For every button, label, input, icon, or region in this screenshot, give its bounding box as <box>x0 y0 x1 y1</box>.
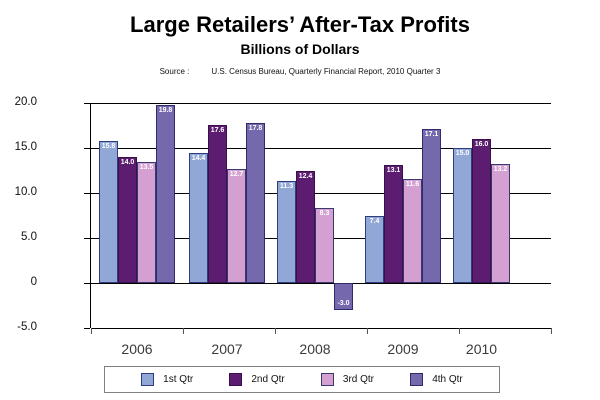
legend: 1st Qtr 2nd Qtr 3rd Qtr 4th Qtr <box>104 366 500 393</box>
y-axis-tick-label: -5.0 <box>17 321 37 333</box>
y-axis-tick <box>84 193 90 194</box>
bar-value-label: 14.4 <box>191 155 206 163</box>
bar-value-label: 17.6 <box>210 126 225 134</box>
x-axis-tick <box>459 328 460 334</box>
bar-value-label: 11.6 <box>405 180 420 188</box>
legend-swatch-4th-qtr <box>410 373 424 386</box>
bar-value-label: 13.1 <box>386 167 401 175</box>
bar-2007-4th-qtr: 17.8 <box>246 122 265 283</box>
legend-label: 3rd Qtr <box>342 374 375 385</box>
bar-2006-2nd-qtr: 14.0 <box>118 157 137 283</box>
x-axis-tick <box>551 328 552 334</box>
legend-label: 1st Qtr <box>163 374 194 385</box>
bar-value-label: 16.0 <box>474 141 489 148</box>
legend-item-4th-qtr: 4th Qtr <box>410 373 463 386</box>
bar-2008-1st-qtr: 11.3 <box>277 181 296 283</box>
bar-value-label: 17.8 <box>248 124 263 132</box>
x-axis-tick <box>275 328 276 334</box>
bar-2006-1st-qtr: 15.8 <box>99 140 118 283</box>
bar-2007-3rd-qtr: 12.7 <box>227 168 246 283</box>
bar-value-label: -3.0 <box>337 300 350 307</box>
bar-2009-3rd-qtr: 11.6 <box>403 178 422 283</box>
bar-2006-4th-qtr: 19.8 <box>156 104 175 283</box>
legend-swatch-3rd-qtr <box>320 373 334 386</box>
x-axis-label-2008: 2008 <box>299 341 331 357</box>
bar-value-label: 12.7 <box>229 170 244 178</box>
x-axis-label-2007: 2007 <box>211 341 243 357</box>
y-axis-tick-label: 20.0 <box>14 96 37 108</box>
gridline-0 <box>91 283 551 284</box>
y-axis-tick-label: 15.0 <box>14 141 37 153</box>
bar-2009-4th-qtr: 17.1 <box>422 129 441 283</box>
gridline-20.0 <box>91 103 551 104</box>
chart-plot: 20.0 15.0 10.0 5.0 0 -5.0 15.8 14.0 13.5 19.8 2006… <box>15 96 552 357</box>
y-axis-tick <box>84 148 90 149</box>
bar-value-label: 19.8 <box>158 106 173 114</box>
source-line: Source : U.S. Census Bureau, Quarterly Fi… <box>0 67 600 76</box>
bar-2007-2nd-qtr: 17.6 <box>208 124 227 283</box>
legend-item-2nd-qtr: 2nd Qtr <box>229 373 285 386</box>
bar-2009-1st-qtr: 7.4 <box>365 216 384 283</box>
legend-item-3rd-qtr: 3rd Qtr <box>320 373 375 386</box>
bar-2006-3rd-qtr: 13.5 <box>137 161 156 283</box>
bar-2008-4th-qtr: -3.0 <box>334 283 353 310</box>
y-axis-tick-label: 5.0 <box>21 231 37 243</box>
x-axis-label-2006: 2006 <box>121 341 153 357</box>
legend-label: 4th Qtr <box>432 374 463 385</box>
bar-value-label: 15.8 <box>101 142 116 150</box>
bar-value-label: 15.0 <box>455 150 470 157</box>
bar-2008-3rd-qtr: 8.3 <box>315 208 334 283</box>
legend-item-1st-qtr: 1st Qtr <box>141 373 193 386</box>
bar-value-label: 17.1 <box>424 131 439 139</box>
y-axis-tick-label: 0 <box>30 276 37 288</box>
bar-2010-2nd-qtr: 16.0 <box>472 139 491 283</box>
bar-value-label: 12.4 <box>298 173 313 181</box>
y-axis-tick <box>84 283 90 284</box>
bar-2009-2nd-qtr: 13.1 <box>384 165 403 283</box>
y-axis-tick <box>84 238 90 239</box>
x-axis-tick <box>183 328 184 334</box>
y-axis-tick-label: 10.0 <box>14 186 37 198</box>
chart-subtitle: Billions of Dollars <box>240 41 360 57</box>
x-axis-label-2009: 2009 <box>387 341 419 357</box>
bar-value-label: 11.3 <box>279 183 294 191</box>
legend-swatch-1st-qtr <box>141 373 155 386</box>
x-axis-tick <box>367 328 368 334</box>
y-axis-tick <box>84 328 90 329</box>
bar-2007-1st-qtr: 14.4 <box>189 153 208 283</box>
bar-value-label: 13.5 <box>139 163 154 171</box>
bar-2010-1st-qtr: 15.0 <box>453 148 472 283</box>
x-axis-tick <box>91 328 92 334</box>
gridline-10.0 <box>91 193 551 194</box>
source-text: U.S. Census Bureau, Quarterly Financial … <box>211 67 441 76</box>
gridline--5.0 <box>91 328 551 329</box>
bar-value-label: 13.2 <box>493 166 508 174</box>
bar-value-label: 7.4 <box>369 218 380 226</box>
chart-title: Large Retailers’ After-Tax Profits <box>130 12 470 37</box>
bar-value-label: 14.0 <box>120 159 135 166</box>
legend-swatch-2nd-qtr <box>229 373 243 386</box>
legend-label: 2nd Qtr <box>251 374 285 385</box>
gridline-15.0 <box>91 148 551 149</box>
bar-2010-3rd-qtr: 13.2 <box>491 164 510 283</box>
y-axis-tick <box>84 103 90 104</box>
x-axis-label-2010: 2010 <box>465 341 498 357</box>
bar-value-label: 8.3 <box>319 210 330 218</box>
bar-2008-2nd-qtr: 12.4 <box>296 171 315 283</box>
source-label: Source : <box>159 67 190 76</box>
